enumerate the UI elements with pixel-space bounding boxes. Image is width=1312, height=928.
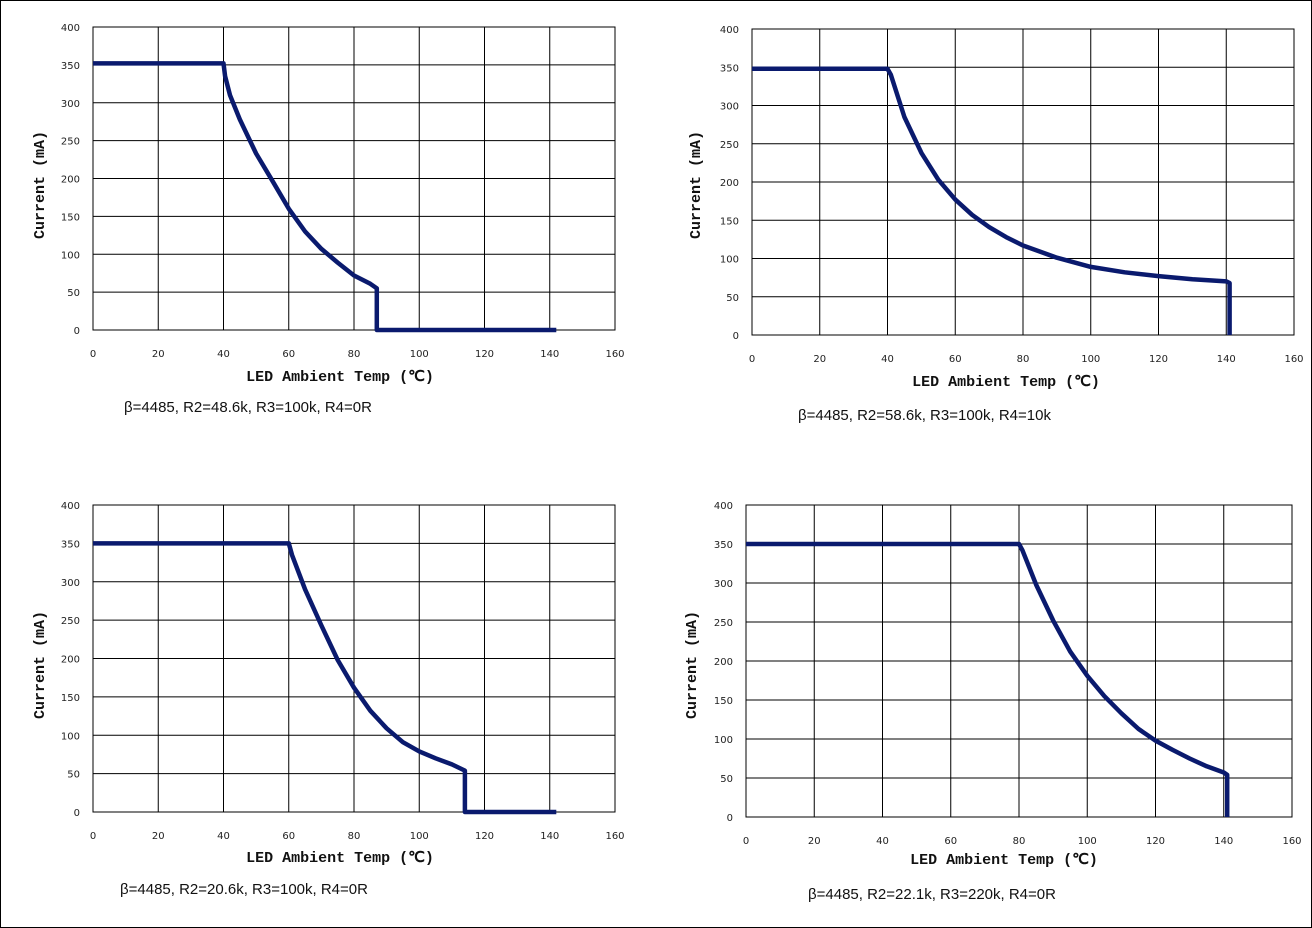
chart-3-x-tick-label: 80 bbox=[348, 831, 361, 842]
chart-1-x-tick-label: 120 bbox=[475, 349, 494, 360]
chart-4-y-tick-label: 350 bbox=[714, 540, 733, 551]
chart-1-y-tick-label: 150 bbox=[61, 212, 80, 223]
chart-4-y-tick-label: 200 bbox=[714, 657, 733, 668]
chart-2-caption: β=4485, R2=58.6k, R3=100k, R4=10k bbox=[798, 407, 1051, 424]
chart-4-series-line bbox=[746, 541, 1230, 817]
chart-2-y-tick-label: 300 bbox=[720, 102, 739, 113]
chart-4-x-tick-label: 100 bbox=[1078, 836, 1097, 847]
chart-2-x-tick-label: 0 bbox=[749, 354, 755, 365]
chart-2: 0 20 40 60 80 100 120 140 160 0 50 100 150 200 250 300 3… bbox=[688, 25, 1304, 391]
chart-2-series-line bbox=[752, 66, 1232, 335]
chart-4-x-tick-label: 80 bbox=[1013, 836, 1026, 847]
chart-3-x-tick-label: 40 bbox=[217, 831, 230, 842]
chart-1-x-tick-label: 160 bbox=[605, 349, 624, 360]
chart-1-x-tick-label: 40 bbox=[217, 349, 230, 360]
chart-1-x-tick-label: 80 bbox=[348, 349, 361, 360]
chart-3-y-tick-label: 250 bbox=[61, 616, 80, 627]
chart-3-y-tick-label: 400 bbox=[61, 501, 80, 512]
chart-2-x-tick-label: 140 bbox=[1217, 354, 1236, 365]
chart-2-x-axis-title: LED Ambient Temp (℃) bbox=[912, 374, 1100, 391]
chart-4-y-axis-title: Current (mA) bbox=[684, 611, 701, 719]
chart-1-x-tick-label: 100 bbox=[410, 349, 429, 360]
chart-1-y-tick-label: 300 bbox=[61, 99, 80, 110]
chart-3: 0 20 40 60 80 100 120 140 160 0 50 100 150 200 250 300 3… bbox=[32, 501, 625, 867]
chart-4-y-tick-label: 300 bbox=[714, 579, 733, 590]
chart-2-y-tick-label: 250 bbox=[720, 140, 739, 151]
chart-4-y-tick-label: 100 bbox=[714, 735, 733, 746]
chart-1-x-axis-title: LED Ambient Temp (℃) bbox=[246, 369, 434, 386]
chart-1-y-tick-label: 350 bbox=[61, 61, 80, 72]
chart-4-y-tick-label: 400 bbox=[714, 501, 733, 512]
chart-1-series-line bbox=[93, 61, 557, 333]
chart-2-x-tick-label: 20 bbox=[813, 354, 826, 365]
chart-4-x-tick-label: 0 bbox=[743, 836, 749, 847]
chart-2-y-tick-label: 400 bbox=[720, 25, 739, 36]
chart-1-caption: β=4485, R2=48.6k, R3=100k, R4=0R bbox=[124, 399, 372, 416]
chart-2-x-tick-label: 60 bbox=[949, 354, 962, 365]
chart-2-x-tick-label: 100 bbox=[1081, 354, 1100, 365]
chart-4-x-tick-label: 20 bbox=[808, 836, 821, 847]
chart-3-y-tick-label: 50 bbox=[67, 770, 80, 781]
chart-4-x-tick-label: 40 bbox=[876, 836, 889, 847]
chart-1: 0 20 40 60 80 100 120 140 160 0 50 100 150 200 250 300 3… bbox=[32, 23, 625, 386]
chart-3-x-axis-title: LED Ambient Temp (℃) bbox=[246, 850, 434, 867]
chart-2-y-tick-label: 100 bbox=[720, 255, 739, 266]
chart-4: 0 20 40 60 80 100 120 140 160 0 50 100 150 200 250 300 3… bbox=[684, 501, 1302, 869]
chart-3-caption: β=4485, R2=20.6k, R3=100k, R4=0R bbox=[120, 881, 368, 898]
chart-1-y-tick-label: 200 bbox=[61, 175, 80, 186]
chart-3-x-tick-label: 60 bbox=[282, 831, 295, 842]
chart-3-y-tick-label: 0 bbox=[74, 808, 80, 819]
chart-4-x-tick-label: 140 bbox=[1214, 836, 1233, 847]
chart-3-series-line bbox=[93, 541, 557, 815]
chart-2-x-tick-label: 80 bbox=[1017, 354, 1030, 365]
chart-4-y-tick-label: 250 bbox=[714, 618, 733, 629]
chart-1-x-tick-label: 140 bbox=[540, 349, 559, 360]
chart-2-y-tick-label: 150 bbox=[720, 216, 739, 227]
chart-4-x-tick-label: 160 bbox=[1282, 836, 1301, 847]
chart-1-y-tick-label: 100 bbox=[61, 250, 80, 261]
chart-3-x-tick-label: 160 bbox=[605, 831, 624, 842]
chart-2-x-tick-label: 120 bbox=[1149, 354, 1168, 365]
chart-1-y-tick-label: 0 bbox=[74, 326, 80, 337]
chart-3-x-tick-label: 20 bbox=[152, 831, 165, 842]
chart-3-x-tick-label: 140 bbox=[540, 831, 559, 842]
chart-4-x-tick-label: 60 bbox=[944, 836, 957, 847]
chart-1-y-tick-label: 50 bbox=[67, 288, 80, 299]
chart-2-x-tick-label: 40 bbox=[881, 354, 894, 365]
chart-2-x-tick-label: 160 bbox=[1284, 354, 1303, 365]
chart-1-x-tick-label: 20 bbox=[152, 349, 165, 360]
chart-3-y-tick-label: 300 bbox=[61, 578, 80, 589]
chart-1-x-tick-label: 0 bbox=[90, 349, 96, 360]
chart-1-y-tick-label: 250 bbox=[61, 137, 80, 148]
chart-2-y-tick-label: 50 bbox=[726, 293, 739, 304]
chart-3-y-tick-label: 350 bbox=[61, 539, 80, 550]
chart-3-x-tick-label: 100 bbox=[410, 831, 429, 842]
chart-4-caption: β=4485, R2=22.1k, R3=220k, R4=0R bbox=[808, 886, 1056, 903]
chart-4-y-tick-label: 150 bbox=[714, 696, 733, 707]
chart-3-y-tick-label: 150 bbox=[61, 693, 80, 704]
chart-1-x-tick-label: 60 bbox=[282, 349, 295, 360]
chart-2-y-axis-title: Current (mA) bbox=[688, 131, 705, 239]
chart-4-x-axis-title: LED Ambient Temp (℃) bbox=[910, 852, 1098, 869]
chart-3-y-tick-label: 100 bbox=[61, 731, 80, 742]
chart-4-x-tick-label: 120 bbox=[1146, 836, 1165, 847]
chart-2-y-tick-label: 200 bbox=[720, 178, 739, 189]
chart-2-y-tick-label: 350 bbox=[720, 63, 739, 74]
chart-4-y-tick-label: 0 bbox=[727, 813, 733, 824]
chart-1-y-tick-label: 400 bbox=[61, 23, 80, 34]
chart-2-y-tick-label: 0 bbox=[733, 331, 739, 342]
chart-3-x-tick-label: 120 bbox=[475, 831, 494, 842]
chart-3-y-axis-title: Current (mA) bbox=[32, 611, 49, 719]
chart-4-y-tick-label: 50 bbox=[720, 774, 733, 785]
chart-3-x-tick-label: 0 bbox=[90, 831, 96, 842]
chart-3-y-tick-label: 200 bbox=[61, 655, 80, 666]
chart-1-y-axis-title: Current (mA) bbox=[32, 131, 49, 239]
